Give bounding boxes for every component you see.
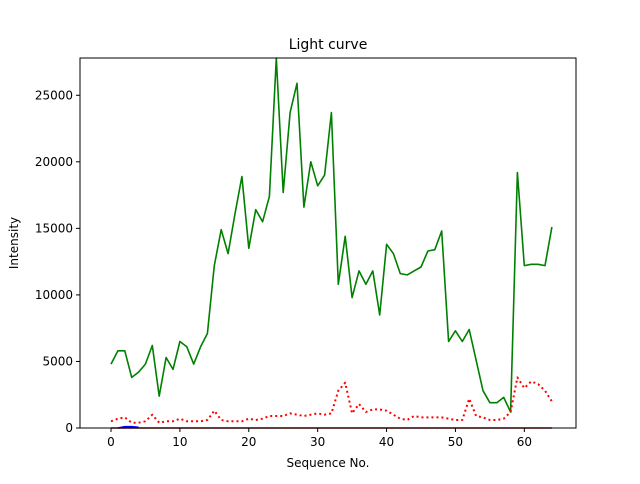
- y-tick-label: 25000: [35, 88, 73, 102]
- y-tick-label: 5000: [42, 354, 73, 368]
- x-axis-label: Sequence No.: [287, 456, 370, 470]
- plot-frame: [79, 57, 577, 429]
- y-tick-label: 0: [65, 421, 73, 435]
- x-tick-label: 0: [107, 435, 115, 449]
- x-tick-label: 30: [310, 435, 325, 449]
- y-tick-label: 20000: [35, 155, 73, 169]
- plot-background: [80, 58, 576, 428]
- x-tick-label: 40: [379, 435, 394, 449]
- y-axis-label: Intensity: [7, 217, 21, 269]
- x-tick-label: 50: [448, 435, 463, 449]
- x-tick-label: 20: [241, 435, 256, 449]
- chart-title: Light curve: [289, 37, 368, 53]
- series-line-0: [110, 57, 553, 413]
- x-tick-label: 10: [172, 435, 187, 449]
- x-tick-label: 60: [517, 435, 532, 449]
- ticks-layer: 0 10 20 30 40 50 60 0 5000 10000 15000 20000 25000: [35, 88, 532, 449]
- y-tick-label: 15000: [35, 221, 73, 235]
- y-tick-label: 10000: [35, 288, 73, 302]
